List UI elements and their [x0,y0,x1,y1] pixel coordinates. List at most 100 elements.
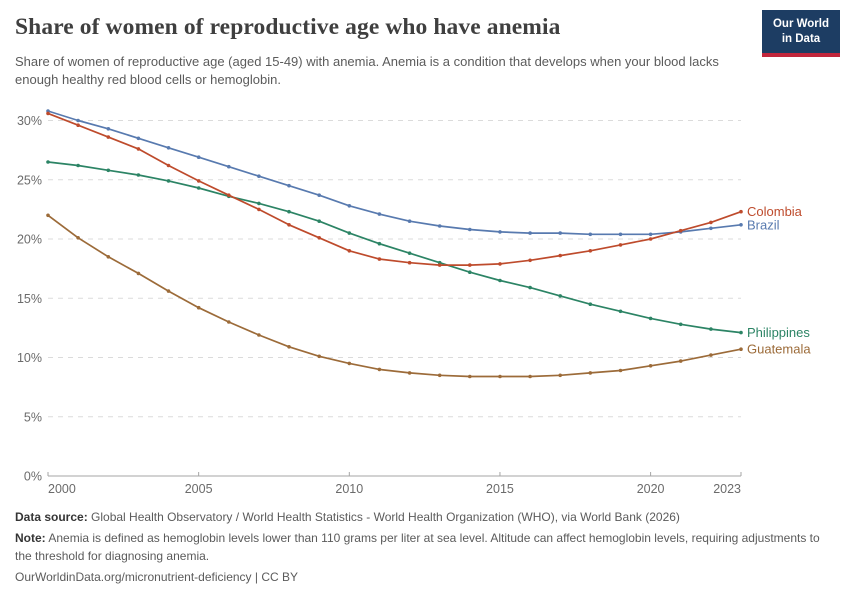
series-point-brazil [196,155,201,159]
series-point-brazil [347,204,352,208]
series-point-guatemala [528,374,532,379]
series-point-brazil [618,232,623,237]
series-point-philippines [287,209,291,214]
series-point-colombia [347,249,352,253]
y-tick-label: 10% [17,351,42,365]
series-point-colombia [648,237,653,241]
series-point-philippines [76,163,80,168]
note-label: Note: [15,531,46,545]
series-point-brazil [648,232,653,237]
series-point-brazil [739,223,743,227]
series-point-brazil [106,127,111,131]
series-point-guatemala [588,371,593,375]
series-point-colombia [709,220,713,225]
series-point-guatemala [257,333,261,337]
series-point-brazil [437,224,442,228]
series-point-guatemala [498,374,502,379]
series-line-colombia [47,112,742,266]
series-philippines [46,160,743,335]
series-line-philippines [47,161,742,334]
series-point-guatemala [558,373,562,378]
series-point-philippines [648,316,653,321]
series-point-colombia [588,249,593,253]
series-point-colombia [106,135,111,139]
series-point-guatemala [76,236,80,240]
series-point-brazil [227,164,231,169]
series-point-guatemala [287,345,291,349]
series-label-philippines[interactable]: Philippines [747,325,810,340]
series-point-guatemala [136,271,141,276]
license-link[interactable]: OurWorldinData.org/micronutrient-deficie… [15,570,298,584]
data-source-text: Global Health Observatory / World Health… [87,510,680,524]
data-source-line: Data source: Global Health Observatory /… [15,508,835,526]
series-point-philippines [377,241,382,246]
series-point-colombia [257,207,261,212]
series-label-brazil[interactable]: Brazil [747,217,780,232]
series-point-colombia [618,243,623,247]
series-point-colombia [498,262,502,266]
series-point-guatemala [618,368,623,373]
series-point-philippines [257,201,261,206]
series-point-guatemala [317,354,322,359]
series-point-colombia [377,257,382,261]
x-axis-ticks-labels: 2000 2005 2010 2015 2020 2023 [47,472,742,496]
series-point-guatemala [437,373,442,378]
series-line-guatemala [47,214,742,378]
series-point-brazil [588,232,593,237]
series-point-philippines [136,173,141,177]
series-point-philippines [528,285,532,290]
series-point-colombia [76,123,80,127]
series-point-guatemala [166,289,171,293]
series-point-guatemala [648,364,653,368]
series-point-colombia [46,111,50,116]
series-point-brazil [257,174,261,178]
series-point-colombia [227,193,231,197]
note-text: Anemia is defined as hemoglobin levels l… [15,531,820,563]
y-tick-label: 5% [24,410,42,424]
series-point-philippines [588,302,593,306]
series-point-colombia [136,147,141,151]
series-point-guatemala [709,353,713,357]
series-point-philippines [558,294,562,298]
series-point-brazil [528,231,532,235]
series-point-colombia [407,260,412,265]
page-title: Share of women of reproductive age who h… [15,14,561,40]
series-point-philippines [709,327,713,331]
series-point-philippines [678,322,683,327]
gridlines [48,120,741,418]
series-point-guatemala [678,359,683,363]
y-tick-label: 0% [24,470,42,484]
x-tick-label: 2010 [335,482,363,496]
series-point-philippines [317,219,322,223]
series-point-colombia [166,163,171,168]
series-point-guatemala [227,320,231,324]
series-point-guatemala [739,347,743,351]
series-label-colombia[interactable]: Colombia [747,204,803,219]
y-tick-label: 20% [17,233,42,247]
owid-logo-red-strip [762,52,840,57]
series-point-brazil [317,193,322,197]
chart-footer: Data source: Global Health Observatory /… [15,508,835,586]
owid-logo[interactable]: Our World in Data [762,10,840,57]
series-line-brazil [47,110,742,236]
series-point-guatemala [347,361,352,366]
series-point-philippines [407,251,412,255]
series-point-brazil [498,230,502,234]
series-guatemala [46,213,743,379]
y-tick-label: 15% [17,292,42,306]
y-axis-labels: 0% 5% 10% 15% 20% 25% 30% [17,114,42,484]
series-point-colombia [739,209,743,214]
series-point-colombia [287,223,291,227]
x-tick-label: 2000 [48,482,76,496]
series-point-colombia [468,263,472,267]
series-point-brazil [377,212,382,216]
series-point-colombia [196,179,201,183]
series-label-guatemala[interactable]: Guatemala [747,342,811,357]
x-tick-label: 2020 [637,482,665,496]
series-point-guatemala [106,255,111,259]
series-point-philippines [46,160,50,164]
series-point-colombia [678,228,683,233]
x-tick-label: 2015 [486,482,514,496]
